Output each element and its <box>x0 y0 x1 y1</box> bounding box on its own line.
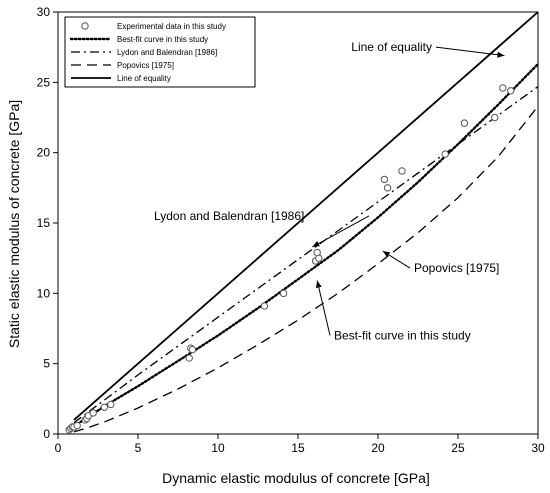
y-tick-label: 0 <box>43 427 50 441</box>
data-point <box>185 354 193 362</box>
x-tick-label: 15 <box>291 441 305 455</box>
data-point <box>260 302 269 310</box>
data-point <box>279 289 288 298</box>
y-axis-title: Static elastic modulus of concrete [GPa] <box>6 100 22 348</box>
legend-entry: Experimental data in this study <box>81 22 226 31</box>
series-line-dotted <box>72 62 540 428</box>
annotations: Line of equality Lydon and Balendran [198… <box>154 40 505 343</box>
series-line-dashdot <box>73 86 539 424</box>
data-point <box>313 248 321 257</box>
data-point <box>398 167 406 175</box>
data-point <box>73 421 81 430</box>
data-point <box>188 345 197 354</box>
x-axis-title: Dynamic elastic modulus of concrete [GPa… <box>162 470 430 486</box>
annotation-arrow <box>382 250 411 269</box>
data-point <box>383 184 392 192</box>
legend-label: Popovics [1975] <box>117 61 174 70</box>
y-tick-label: 30 <box>37 5 51 19</box>
x-tick-label: 25 <box>451 441 465 455</box>
data-point <box>460 119 469 127</box>
y-tick-label: 20 <box>37 146 51 160</box>
data-point <box>499 84 507 92</box>
annotation-arrow <box>435 46 505 58</box>
x-tick-label: 5 <box>135 441 142 455</box>
annotation-label: Best-fit curve in this study <box>334 329 471 343</box>
annotation-arrow <box>312 215 370 248</box>
data-point <box>507 87 515 95</box>
x-tick-label: 30 <box>531 441 545 455</box>
x-tick-label: 10 <box>211 441 225 455</box>
data-point <box>441 150 449 158</box>
y-tick-label: 15 <box>37 216 51 230</box>
series-line-solid <box>73 11 539 421</box>
legend-label: Best-fit curve in this study <box>117 35 208 44</box>
y-tick-label: 25 <box>37 75 51 89</box>
y-tick-label: 5 <box>43 357 50 371</box>
x-tick-label: 20 <box>371 441 385 455</box>
series-line-dashed <box>73 105 539 433</box>
legend-entry: Line of equality <box>71 74 171 83</box>
data-point <box>107 400 115 409</box>
annotation-label: Popovics [1975] <box>414 261 499 275</box>
legend-entry: Lydon and Balendran [1986] <box>71 48 217 57</box>
data-point <box>100 403 109 411</box>
legend: Experimental data in this study Best-fit … <box>64 16 256 88</box>
legend-marker <box>81 22 89 30</box>
axis-ticks: 0 5 10 15 20 25 30 0 5 10 15 20 25 30 <box>37 5 545 455</box>
data-point <box>89 409 97 417</box>
annotation-label: Line of equality <box>351 40 432 54</box>
data-point <box>491 113 499 122</box>
annotation-arrow <box>315 280 331 336</box>
legend-label: Experimental data in this study <box>117 22 226 31</box>
data-point <box>380 175 389 184</box>
legend-entry: Popovics [1975] <box>71 61 174 70</box>
y-tick-label: 10 <box>37 286 51 300</box>
annotation-label: Lydon and Balendran [1986] <box>154 209 304 223</box>
legend-label: Lydon and Balendran [1986] <box>117 48 217 57</box>
legend-label: Line of equality <box>117 74 171 83</box>
x-tick-label: 0 <box>55 441 62 455</box>
legend-entry: Best-fit curve in this study <box>69 35 208 44</box>
experimental-points <box>65 84 515 434</box>
